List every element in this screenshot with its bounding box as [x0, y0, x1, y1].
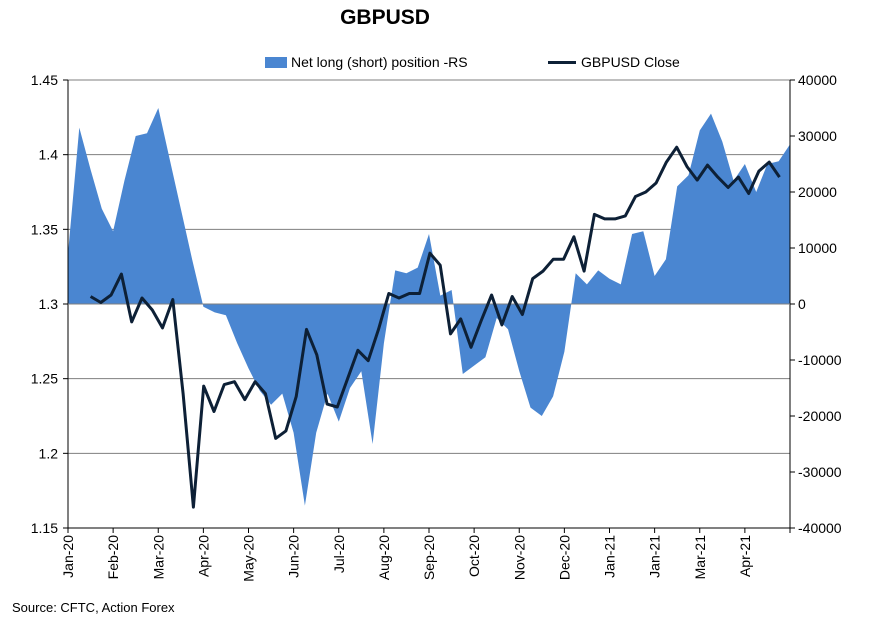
- left-tick-label: 1.45: [31, 72, 58, 88]
- legend-item-net-position: Net long (short) position -RS: [265, 54, 468, 70]
- right-tick-label: 0: [798, 296, 806, 312]
- x-tick-label: May-20: [241, 535, 257, 582]
- legend-label-net-position: Net long (short) position -RS: [291, 54, 468, 70]
- right-tick-label: 10000: [798, 240, 837, 256]
- left-tick-label: 1.4: [39, 147, 59, 163]
- right-tick-label: -20000: [798, 408, 842, 424]
- left-tick-label: 1.3: [39, 296, 59, 312]
- right-tick-label: -40000: [798, 520, 842, 536]
- x-tick-label: Oct-20: [466, 535, 482, 577]
- left-axis-ticks: 1.15 1.2 1.25 1.3 1.35 1.4 1.45: [31, 72, 68, 536]
- x-tick-label: Apr-21: [737, 535, 753, 577]
- legend-line-swatch: [548, 60, 576, 64]
- x-tick-label: Sep-20: [421, 535, 437, 580]
- x-tick-label: Nov-20: [511, 535, 527, 580]
- legend-area-swatch: [265, 56, 287, 68]
- right-tick-label: 40000: [798, 72, 837, 88]
- source-note: Source: CFTC, Action Forex: [12, 600, 175, 615]
- x-tick-label: Dec-20: [556, 535, 572, 580]
- x-tick-label: Jun-20: [286, 535, 302, 578]
- chart-title: GBPUSD: [340, 6, 430, 29]
- x-tick-label: Jan-21: [647, 535, 663, 578]
- gbpusd-close-line: [89, 145, 781, 509]
- x-tick-label: Mar-20: [150, 535, 166, 580]
- x-tick-label: Mar-21: [692, 535, 708, 580]
- right-tick-label: 20000: [798, 184, 837, 200]
- x-tick-label: Jul-20: [331, 535, 347, 573]
- x-tick-label: Jan-21: [602, 535, 618, 578]
- left-tick-label: 1.25: [31, 371, 58, 387]
- right-tick-label: -30000: [798, 464, 842, 480]
- left-tick-label: 1.35: [31, 221, 58, 237]
- right-tick-label: -10000: [798, 352, 842, 368]
- right-axis-ticks: -40000 -30000 -20000 -10000 0 10000 20000 30000…: [790, 72, 842, 536]
- x-tick-label: Jan-20: [60, 535, 76, 578]
- legend-label-gbpusd-close: GBPUSD Close: [581, 54, 680, 70]
- right-tick-label: 30000: [798, 128, 837, 144]
- x-tick-label: Apr-20: [195, 535, 211, 577]
- net-position-area: [68, 108, 790, 506]
- x-axis-ticks: Jan-20 Feb-20 Mar-20 Apr-20 May-20 Jun-20 Jul-…: [60, 528, 791, 582]
- legend-item-gbpusd-close: GBPUSD Close: [548, 54, 680, 70]
- x-tick-label: Feb-20: [105, 535, 121, 580]
- left-tick-label: 1.15: [31, 520, 58, 536]
- x-tick-label: Aug-20: [376, 535, 392, 580]
- left-tick-label: 1.2: [39, 445, 59, 461]
